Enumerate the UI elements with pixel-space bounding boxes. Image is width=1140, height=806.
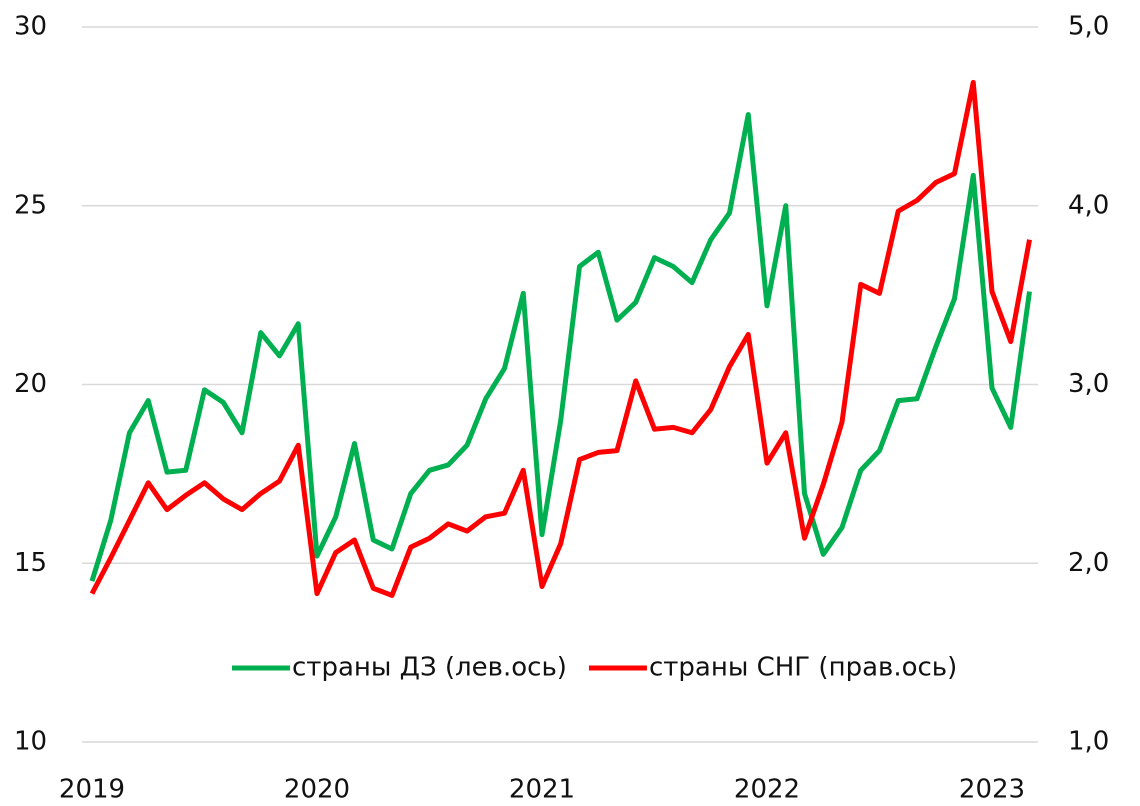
x-tick-label: 2019 — [59, 775, 125, 805]
legend-label: страны СНГ (прав.ось) — [649, 653, 957, 683]
y2-tick-label: 4,0 — [1068, 190, 1109, 220]
x-tick-label: 2023 — [959, 775, 1025, 805]
y2-tick-label: 1,0 — [1068, 727, 1109, 757]
y-tick-label: 20 — [14, 369, 47, 399]
y2-tick-label: 2,0 — [1068, 548, 1109, 578]
y2-tick-label: 5,0 — [1068, 12, 1109, 42]
y-tick-label: 30 — [14, 12, 47, 42]
x-tick-label: 2022 — [734, 775, 800, 805]
series-line — [89, 79, 1032, 598]
series-line — [89, 112, 1032, 582]
y-tick-label: 10 — [14, 727, 47, 757]
y-tick-label: 25 — [14, 190, 47, 220]
x-tick-label: 2020 — [284, 775, 350, 805]
y-tick-label: 15 — [14, 548, 47, 578]
legend-label: страны ДЗ (лев.ось) — [292, 653, 567, 683]
x-tick-label: 2021 — [509, 775, 575, 805]
y2-tick-label: 3,0 — [1068, 369, 1109, 399]
